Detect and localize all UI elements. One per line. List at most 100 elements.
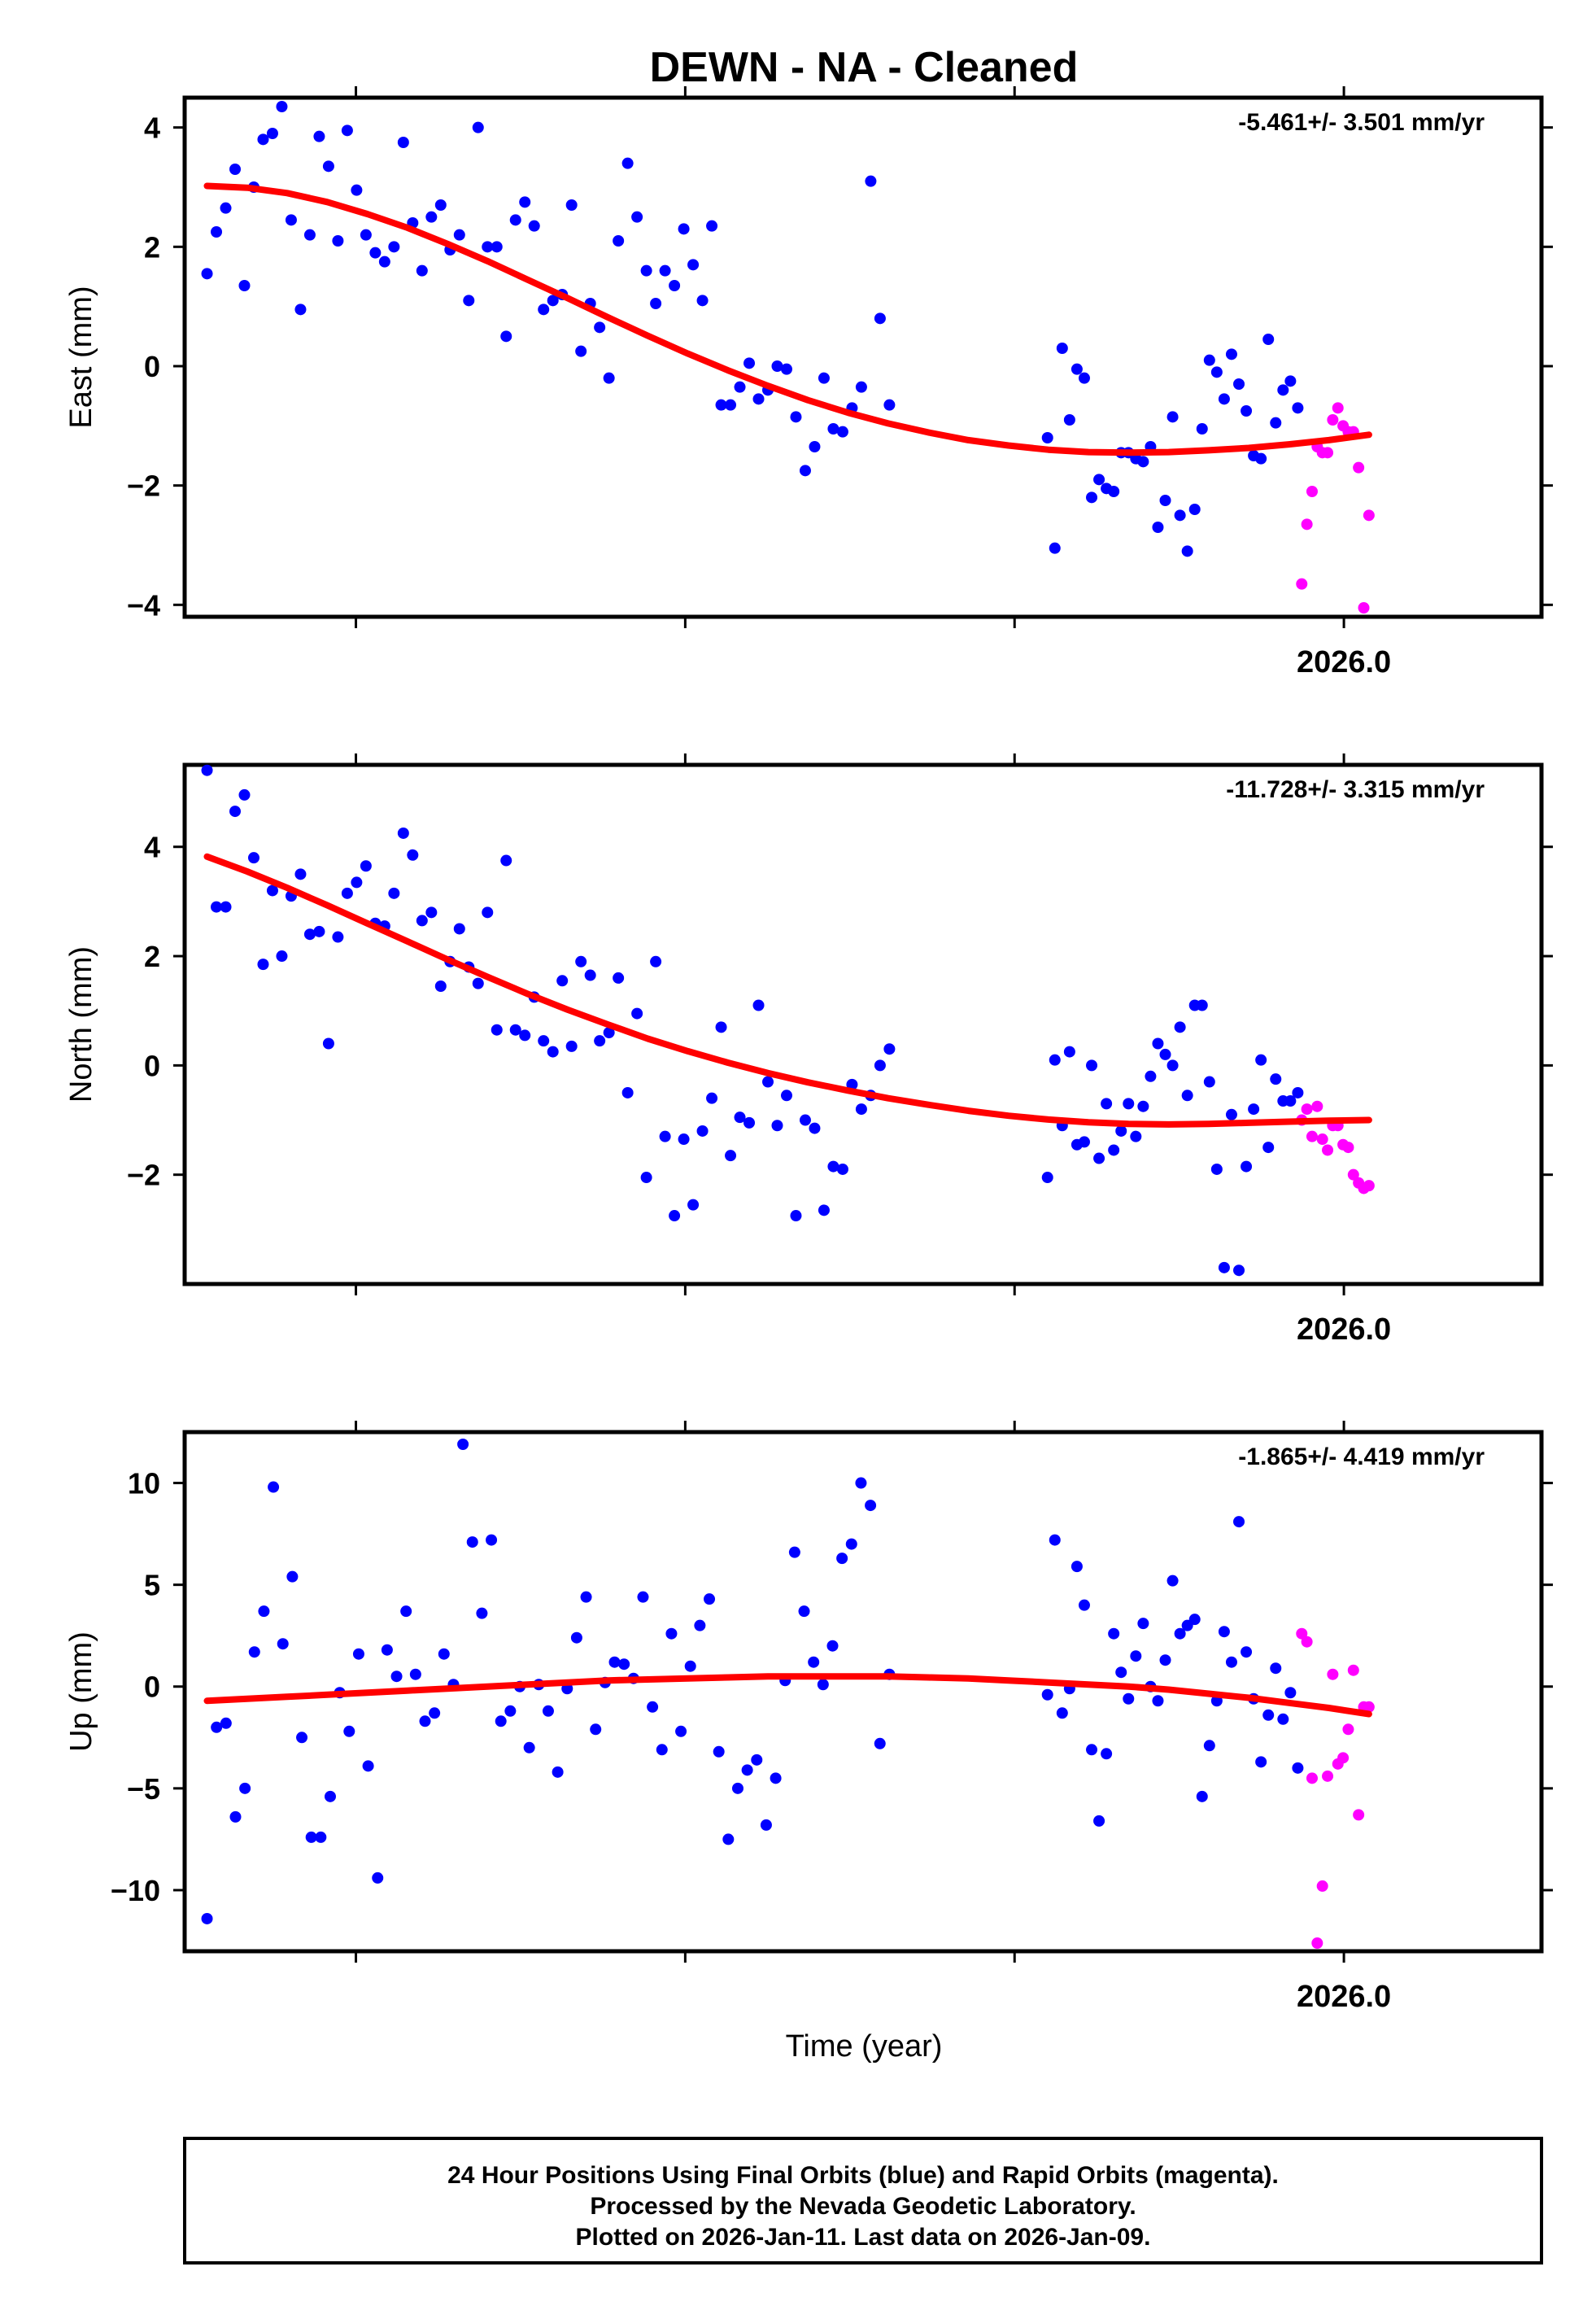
north-final-orbit-point (1210, 1163, 1223, 1175)
north-final-orbit-point (229, 806, 242, 818)
east-final-orbit-point (472, 121, 484, 133)
footer-line-3: Plotted on 2026-Jan-11. Last data on 202… (576, 2224, 1151, 2251)
east-final-orbit-point (1203, 354, 1215, 366)
east-final-orbit-point (482, 241, 494, 253)
north-final-orbit-point (565, 1040, 578, 1052)
up-rate-annotation: -1.865+/- 4.419 mm/yr (1238, 1443, 1485, 1470)
up-final-orbit-point (1196, 1790, 1208, 1802)
east-ytick-label: −2 (127, 469, 160, 503)
up-final-orbit-point (694, 1619, 706, 1631)
up-final-orbit-point (1159, 1654, 1171, 1666)
up-final-orbit-point (1188, 1614, 1201, 1626)
east-final-orbit-point (1218, 393, 1230, 405)
north-final-orbit-point (874, 1059, 886, 1072)
north-final-orbit-point (809, 1122, 821, 1134)
north-panel: 4 2 0 −2 2026.0 North (mm) -11.728+/- 3.315 mm… (64, 753, 1553, 1347)
north-final-orbit-point (1086, 1059, 1098, 1072)
up-final-orbit-point (798, 1605, 810, 1618)
east-final-orbit-point (565, 199, 578, 211)
east-final-orbit-point (1181, 545, 1193, 557)
up-final-orbit-point (817, 1679, 829, 1691)
north-final-orbit-point (1174, 1021, 1186, 1033)
north-ytick-label: −2 (127, 1159, 160, 1192)
up-final-orbit-point (855, 1477, 867, 1489)
east-final-orbit-point (1277, 384, 1289, 396)
north-final-orbit-point (407, 849, 419, 861)
east-final-orbit-point (659, 264, 671, 277)
up-final-orbit-point (665, 1627, 678, 1640)
north-final-orbit-point (201, 764, 213, 776)
east-final-orbit-point (294, 304, 307, 316)
north-final-orbit-point (1130, 1130, 1142, 1142)
north-final-orbit-point (827, 1160, 839, 1173)
up-rapid-orbit-point (1342, 1723, 1354, 1736)
east-final-orbit-point (1196, 423, 1208, 435)
up-final-orbit-point (296, 1732, 308, 1744)
up-final-orbit-point (1152, 1695, 1164, 1707)
east-rapid-orbit-point (1353, 461, 1365, 474)
east-final-orbit-point (1049, 542, 1061, 554)
north-final-orbit-point (659, 1130, 671, 1142)
east-final-orbit-point (1292, 402, 1304, 414)
up-final-orbit-point (845, 1538, 857, 1550)
north-final-orbit-point (294, 868, 307, 880)
north-ytick-label: 2 (144, 940, 160, 973)
east-final-orbit-point (1041, 432, 1053, 443)
up-final-orbit-point (1255, 1756, 1267, 1768)
north-final-orbit-point (1108, 1144, 1120, 1156)
north-final-orbit-point (613, 972, 625, 984)
north-final-orbit-point (883, 1043, 896, 1055)
up-final-orbit-point (656, 1744, 668, 1756)
up-final-orbit-point (315, 1831, 327, 1843)
up-final-orbit-point (722, 1833, 735, 1845)
north-final-orbit-point (631, 1007, 643, 1020)
north-final-orbit-point (640, 1172, 652, 1184)
up-final-orbit-point (400, 1605, 412, 1618)
up-fit-curve (203, 1673, 1372, 1718)
north-final-orbit-point (1093, 1152, 1105, 1164)
up-rapid-orbit-point (1301, 1636, 1313, 1648)
north-final-orbit-point (257, 959, 269, 971)
up-rapid-orbit-point (1311, 1937, 1323, 1949)
north-final-orbit-point (482, 906, 494, 919)
east-final-orbit-point (238, 280, 251, 291)
up-final-orbit-point (1078, 1599, 1090, 1611)
up-final-orbit-point (865, 1500, 877, 1512)
footer-line-1: 24 Hour Positions Using Final Orbits (bl… (447, 2162, 1279, 2189)
up-final-orbit-point (542, 1705, 554, 1717)
north-final-orbit-point (1241, 1160, 1253, 1173)
east-final-orbit-point (650, 298, 662, 309)
east-final-orbit-point (827, 423, 839, 435)
up-final-orbit-point (1049, 1534, 1061, 1546)
north-final-orbit-point (1041, 1172, 1053, 1184)
up-final-orbit-point (211, 1721, 223, 1733)
east-final-orbit-point (257, 133, 269, 146)
north-xtick-label: 2026.0 (1297, 1312, 1391, 1347)
up-final-orbit-point (675, 1725, 687, 1737)
north-rapid-orbit-point (1363, 1180, 1375, 1192)
up-ytick-label: 0 (144, 1671, 160, 1704)
north-final-orbit-point (1203, 1076, 1215, 1088)
north-final-orbit-point (678, 1133, 690, 1146)
east-final-orbit-point (453, 229, 465, 241)
east-rapid-orbit-point (1363, 509, 1375, 522)
east-final-orbit-point (818, 372, 830, 384)
north-final-orbit-point (1115, 1125, 1127, 1137)
north-final-orbit-point (752, 999, 765, 1011)
up-final-orbit-point (751, 1754, 763, 1766)
north-final-orbit-point (584, 969, 596, 981)
east-final-orbit-point (1255, 452, 1267, 465)
up-final-orbit-point (305, 1831, 317, 1843)
up-final-orbit-point (457, 1439, 469, 1451)
up-final-orbit-point (1115, 1666, 1127, 1679)
up-final-orbit-point (1041, 1688, 1053, 1701)
north-final-orbit-point (1181, 1090, 1193, 1102)
up-plot-frame (182, 1430, 1544, 1954)
north-rapid-orbit-point (1311, 1100, 1323, 1112)
up-final-orbit-point (438, 1648, 450, 1660)
north-y-axis-label: North (mm) (64, 946, 98, 1103)
up-ytick-label: −10 (111, 1874, 160, 1907)
up-final-orbit-point (826, 1640, 839, 1652)
east-final-orbit-point (313, 130, 325, 142)
east-final-orbit-point (303, 229, 316, 241)
